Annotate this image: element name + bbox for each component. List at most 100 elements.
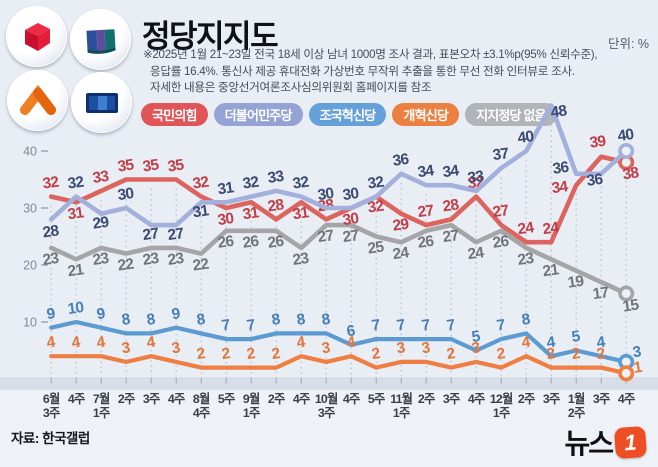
value-label: 7	[371, 317, 381, 335]
series-line	[48, 222, 629, 296]
value-label: 4	[146, 334, 157, 352]
legend-pill-reform: 개혁신당	[392, 103, 460, 126]
endpoint-marker	[618, 143, 635, 160]
value-label: 31	[192, 202, 211, 221]
value-label: 4	[96, 334, 107, 352]
value-label: 31	[217, 179, 236, 198]
value-label: 28	[317, 196, 336, 215]
value-label: 35	[117, 156, 136, 175]
legend-pill-dpk: 더불어민주당	[213, 103, 303, 126]
legend-label: 국민의힘	[152, 108, 197, 123]
value-label: 22	[192, 256, 210, 275]
x-axis-label: 3주	[592, 392, 610, 406]
value-label: 27	[417, 202, 435, 221]
value-label: 26	[417, 233, 436, 252]
legend-label: 조국혁신당	[319, 108, 377, 123]
x-axis-label: 5주	[367, 392, 385, 406]
value-label: 6	[346, 322, 357, 340]
party-logos	[4, 3, 134, 133]
value-label: 32	[67, 174, 85, 193]
value-label: 2	[371, 345, 381, 363]
value-label: 36	[392, 151, 411, 170]
value-label: 40	[517, 128, 535, 147]
value-label: 28	[267, 196, 286, 215]
value-label: 33	[92, 168, 111, 187]
value-label: 30	[342, 210, 360, 229]
x-axis-label: 4주	[617, 392, 635, 406]
legend: 국민의힘 더불어민주당 조국혁신당 개혁신당 지지정당 없음	[141, 103, 557, 126]
value-label: 2	[546, 345, 556, 363]
x-axis-label: 11월 1주	[390, 392, 413, 420]
x-axis-label: 7월 1주	[92, 392, 110, 420]
y-tick-label: 40	[23, 145, 37, 159]
news1-logo-number: 1	[613, 425, 648, 459]
value-label: 31	[67, 204, 86, 223]
value-label: 23	[167, 250, 186, 269]
series-rkp: 9 10 9 8 8 9 8 7 7 8 8 86 7 7 7 757 84 5 43	[46, 299, 643, 370]
news1-logo-text: 뉴스	[564, 428, 614, 459]
value-label: 8	[146, 311, 157, 329]
value-label: 3	[171, 339, 182, 357]
survey-note-line1: ※2025년 1월 21~23일 전국 18세 이상 남녀 1000명 조사 결…	[143, 48, 598, 61]
value-label: 2	[271, 345, 281, 363]
value-label: 3	[396, 339, 407, 357]
value-label: 1	[633, 359, 644, 377]
value-label: 23	[42, 250, 61, 269]
value-label: 34	[551, 178, 570, 197]
value-label: 32	[292, 174, 310, 193]
value-label: 2	[571, 345, 581, 363]
value-label: 4	[346, 334, 357, 352]
x-axis-label: 10월 3주	[314, 392, 338, 420]
value-label: 2	[221, 345, 231, 363]
value-label: 8	[271, 311, 282, 329]
value-label: 8	[321, 311, 332, 329]
value-label: 9	[171, 305, 182, 323]
value-label: 23	[92, 250, 111, 269]
unit-label: 단위: %	[607, 37, 649, 51]
x-axis-label: 3주	[442, 392, 460, 406]
value-label: 30	[117, 185, 135, 204]
legend-label: 개혁신당	[403, 108, 449, 123]
legend-pill-none: 지지정당 없음	[465, 103, 557, 126]
value-label: 27	[317, 227, 335, 246]
value-label: 30	[217, 210, 235, 229]
value-label: 27	[167, 225, 185, 244]
x-axis-label: 2주	[267, 392, 285, 406]
value-label: 8	[121, 311, 132, 329]
x-axis-label: 4주	[167, 392, 185, 406]
value-label: 27	[142, 225, 160, 244]
x-axis-label: 4주	[467, 392, 485, 406]
series-line	[49, 354, 629, 376]
x-axis-label: 9월 1주	[242, 392, 260, 420]
endpoint-marker	[618, 154, 635, 171]
value-label: 40	[617, 126, 635, 145]
value-label: 7	[421, 317, 431, 335]
value-label: 32	[192, 174, 210, 193]
value-label: 39	[589, 133, 608, 152]
value-label: 34	[442, 162, 461, 181]
value-label: 3	[632, 343, 643, 361]
x-axis-label: 2주	[117, 392, 135, 406]
series-reform: 4 4 4 3 4 3 2 2 2 24 3 42 3 3 2 3 242 2 21	[46, 334, 644, 382]
x-axis-label: 4주	[292, 392, 310, 406]
news1-logo: 뉴스 1	[564, 422, 648, 462]
series-none: 23 21 23 22 23 23 22 26 26 26 23 27 27 25 24 26 27 24 26 23…	[42, 222, 641, 316]
value-label: 24	[542, 219, 561, 238]
value-label: 26	[267, 233, 286, 252]
value-label: 2	[496, 345, 506, 363]
x-axis-label: 5주	[217, 392, 235, 406]
value-label: 24	[517, 219, 536, 238]
value-label: 3	[421, 339, 432, 357]
x-axis-label: 8월 4주	[192, 392, 210, 420]
endpoint-marker	[618, 285, 635, 302]
value-label: 37	[492, 145, 510, 164]
value-label: 26	[217, 233, 236, 252]
value-label: 2	[246, 345, 256, 363]
survey-note-line2: 응답률 16.4%. 통신사 제공 휴대전화 가상번호 무작위 추출을 통한 무…	[150, 64, 575, 78]
value-label: 30	[317, 185, 335, 204]
value-label: 26	[492, 233, 511, 252]
value-label: 4	[71, 334, 82, 352]
value-label: 4	[596, 334, 607, 352]
value-label: 3	[321, 339, 332, 357]
bottom-panel	[0, 390, 658, 467]
